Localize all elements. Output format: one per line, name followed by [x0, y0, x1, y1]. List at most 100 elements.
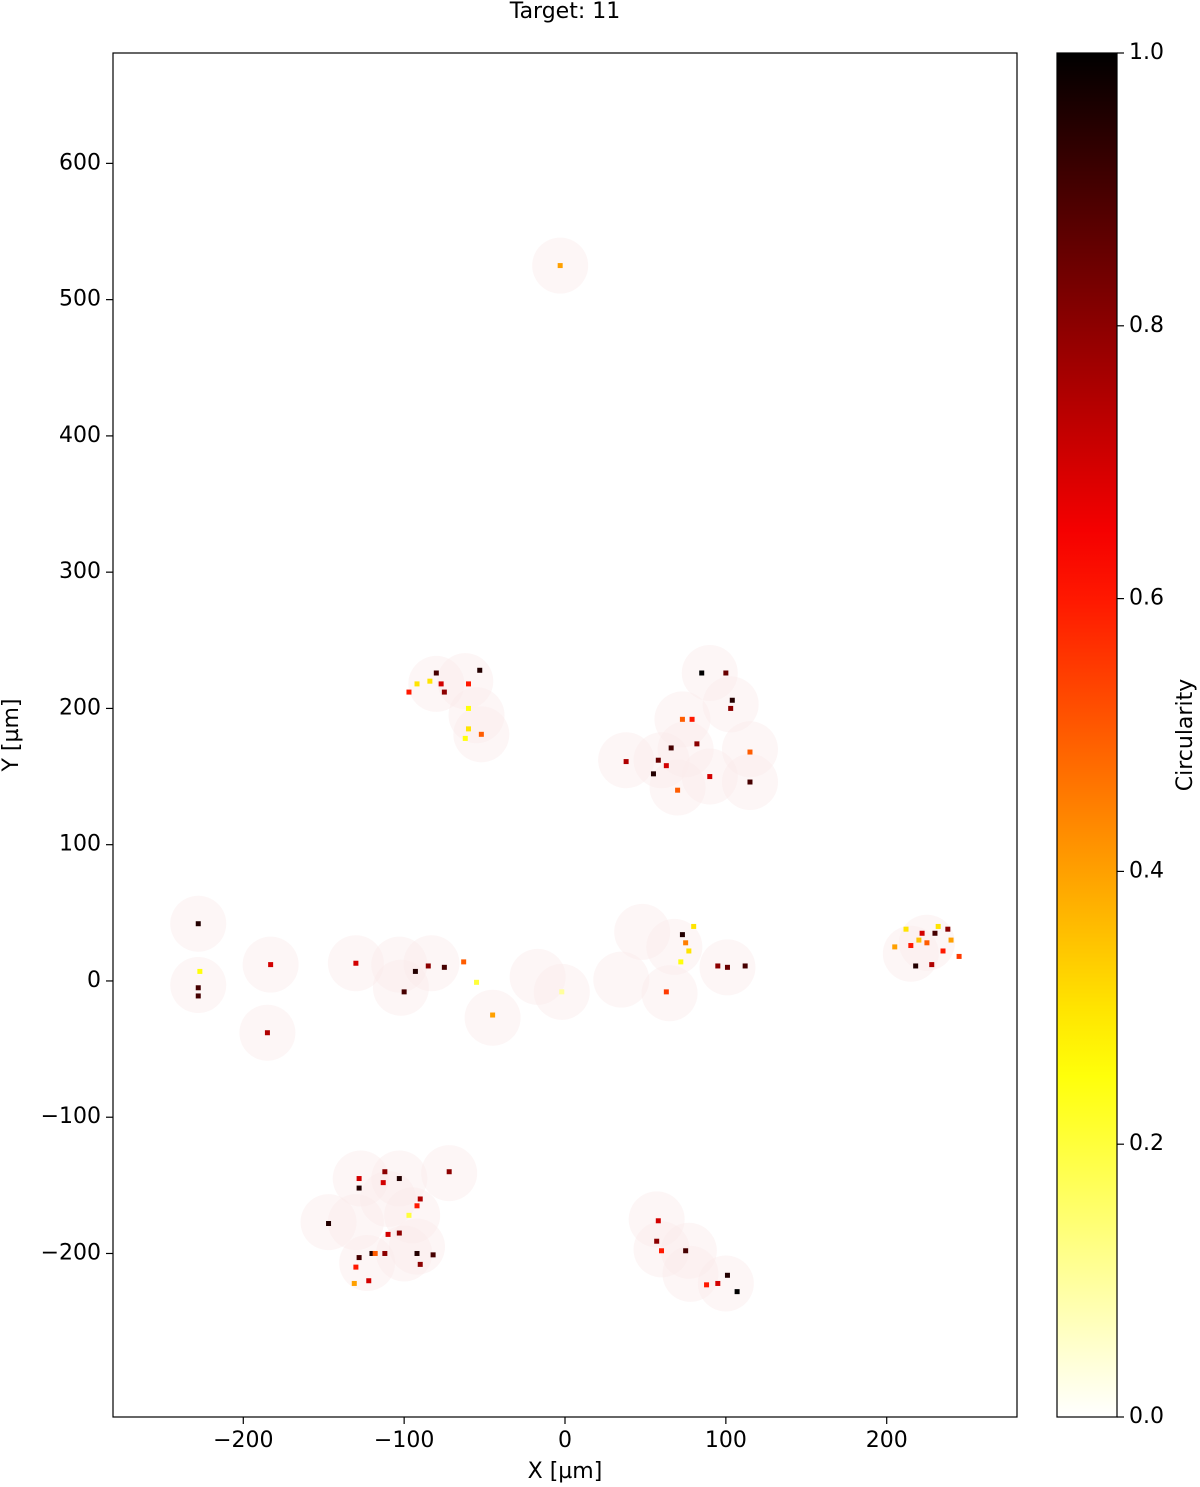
particle — [356, 1255, 362, 1261]
particle — [675, 787, 681, 793]
particle — [729, 697, 735, 703]
particle — [663, 989, 669, 995]
region — [593, 951, 650, 1008]
particle — [742, 963, 748, 969]
particle — [372, 1250, 378, 1256]
region — [384, 1187, 441, 1244]
particle — [326, 1221, 332, 1227]
y-tick-label: 400 — [59, 423, 101, 448]
region — [360, 1170, 417, 1227]
particle — [478, 731, 484, 737]
particle — [940, 948, 946, 954]
region — [509, 948, 566, 1005]
region — [646, 918, 703, 975]
particle — [465, 705, 471, 711]
particle — [924, 940, 930, 946]
particle — [948, 937, 954, 943]
region — [641, 965, 698, 1022]
particle — [412, 968, 418, 974]
particle — [369, 1250, 375, 1256]
particle — [353, 1264, 359, 1270]
particle — [414, 681, 420, 687]
region — [339, 1235, 396, 1292]
particle — [916, 937, 922, 943]
particle — [929, 962, 935, 968]
particle — [694, 741, 700, 747]
particle — [623, 759, 629, 765]
region — [649, 759, 706, 816]
particle — [430, 1252, 436, 1258]
particle — [945, 926, 951, 932]
particle — [724, 1272, 730, 1278]
particle — [268, 962, 274, 968]
particle — [663, 763, 669, 769]
x-tick-label: 0 — [558, 1428, 572, 1453]
particle — [908, 943, 914, 949]
particle — [683, 940, 689, 946]
particle — [385, 1231, 391, 1237]
particle — [353, 960, 359, 966]
region — [662, 1245, 719, 1302]
particle — [465, 726, 471, 732]
region — [408, 655, 465, 712]
particle — [747, 779, 753, 785]
plot-area — [170, 237, 962, 1312]
particle — [406, 1212, 412, 1218]
region — [437, 653, 494, 710]
region — [170, 957, 227, 1014]
particle — [679, 716, 685, 722]
particle — [427, 678, 433, 684]
region — [660, 1222, 717, 1279]
x-axis-label: X [µm] — [528, 1459, 603, 1484]
x-tick-label: 100 — [705, 1428, 747, 1453]
particle — [678, 959, 684, 965]
particle — [659, 1248, 665, 1254]
x-tick-label: −100 — [374, 1428, 434, 1453]
particle — [919, 930, 925, 936]
y-axis-label: Y [µm] — [0, 698, 24, 772]
x-tick-label: 200 — [866, 1428, 908, 1453]
particle — [356, 1185, 362, 1191]
region — [702, 676, 759, 733]
particle — [417, 1196, 423, 1202]
colorbar-tick-label: 0.6 — [1129, 586, 1164, 611]
particle — [446, 1169, 452, 1175]
particle — [351, 1280, 357, 1286]
particle — [707, 774, 713, 780]
colorbar-tick-label: 0.0 — [1129, 1404, 1164, 1429]
particle — [892, 944, 898, 950]
particle — [559, 989, 565, 995]
particle — [438, 681, 444, 687]
colorbar-tick-label: 1.0 — [1129, 40, 1164, 65]
particle — [655, 757, 661, 763]
particle — [474, 979, 480, 985]
particle — [461, 959, 467, 965]
region — [633, 732, 690, 789]
particle — [956, 953, 962, 959]
particle — [401, 989, 407, 995]
particle — [380, 1180, 386, 1186]
particle — [913, 963, 919, 969]
particle — [382, 1250, 388, 1256]
particle — [679, 932, 685, 938]
particle — [197, 968, 203, 974]
particle — [396, 1230, 402, 1236]
particle — [417, 1261, 423, 1267]
particle — [686, 948, 692, 954]
region — [371, 936, 428, 993]
region — [657, 721, 714, 778]
y-tick-label: 500 — [59, 287, 101, 312]
y-tick-label: 0 — [87, 968, 101, 993]
particle — [465, 681, 471, 687]
particle — [557, 263, 563, 269]
particle — [382, 1169, 388, 1175]
particle — [715, 963, 721, 969]
colorbar-tick-label: 0.4 — [1129, 858, 1164, 883]
y-tick-label: 100 — [59, 832, 101, 857]
particle — [704, 1282, 710, 1288]
particle — [414, 1250, 420, 1256]
region — [376, 1225, 433, 1282]
particle — [406, 689, 412, 695]
particle — [356, 1176, 362, 1182]
particle — [683, 1248, 689, 1254]
